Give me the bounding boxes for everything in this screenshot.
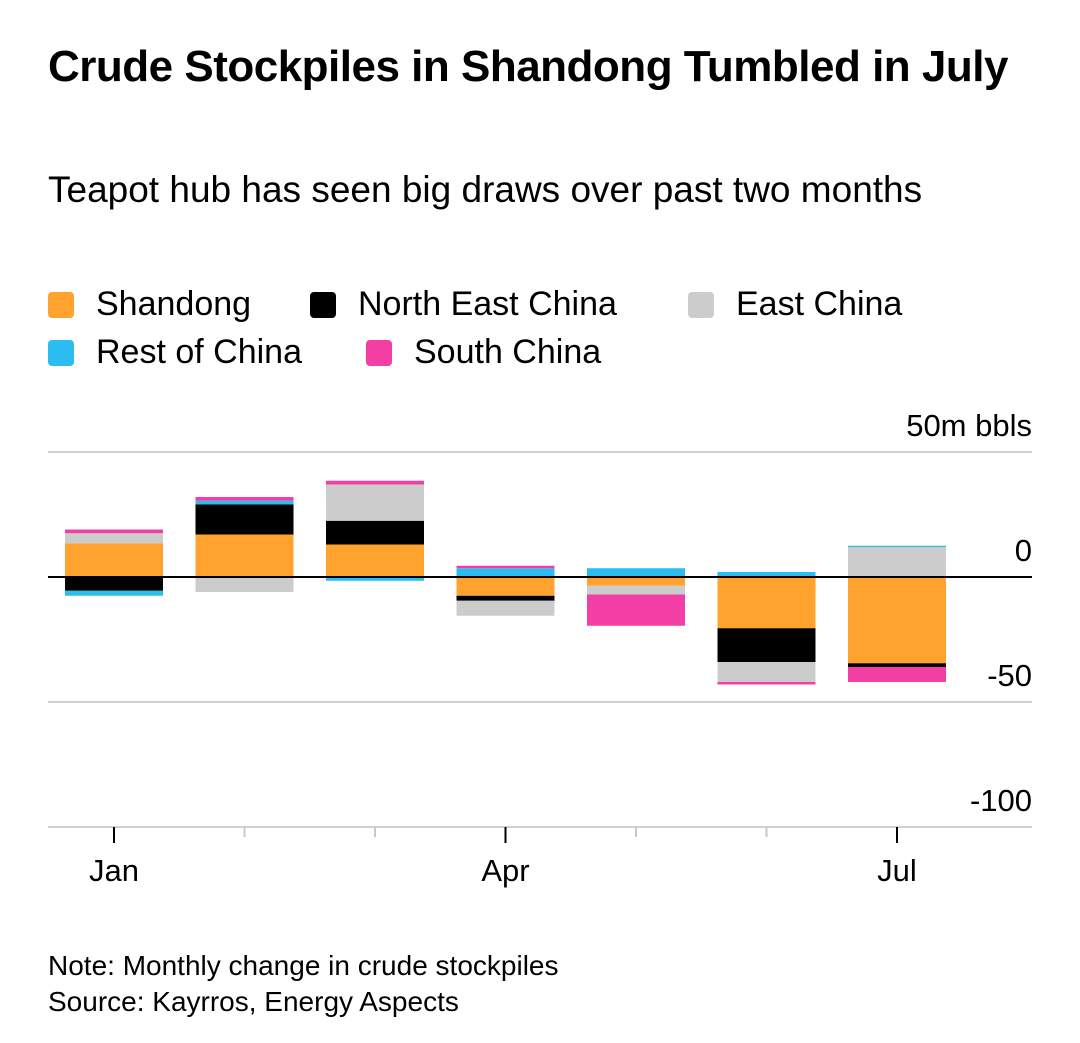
legend-swatch <box>48 291 74 318</box>
source-text: Source: Kayrros, Energy Aspects <box>48 986 459 1017</box>
bar-segment <box>195 500 294 505</box>
bar-segment <box>65 543 163 577</box>
legend-item-north-east-china: North East China <box>310 285 617 324</box>
legend-item-east-china: East China <box>688 285 902 324</box>
bar-segment <box>195 577 294 592</box>
bar-segment <box>65 590 163 596</box>
bar-segment <box>717 682 816 685</box>
bar-segment <box>848 547 946 577</box>
bar-segment <box>326 520 424 545</box>
bar-segment <box>65 577 163 591</box>
bar-segment <box>195 504 294 535</box>
bar-segment <box>848 663 946 667</box>
bar-segment <box>456 565 555 569</box>
legend-swatch <box>688 291 714 318</box>
legend-label: South China <box>414 333 602 371</box>
bar-segment <box>456 595 555 601</box>
legend-item-south-china: South China <box>366 333 601 372</box>
bar-segment <box>326 544 424 577</box>
x-tick-label: Apr <box>481 853 529 888</box>
note-text: Note: Monthly change in crude stockpiles <box>48 950 559 981</box>
bar-segment <box>848 577 946 664</box>
legend-label: East China <box>736 285 903 323</box>
bar-segment <box>456 568 555 577</box>
legend-label: North East China <box>358 285 617 323</box>
legend-item-shandong: Shandong <box>48 285 251 324</box>
bar-segment <box>326 577 424 581</box>
x-tick-label: Jan <box>89 853 139 888</box>
bar-segment <box>717 572 816 577</box>
y-tick-label: 0 <box>1015 533 1032 568</box>
bar-segment <box>195 497 294 501</box>
bar-segment <box>326 480 424 485</box>
bar-segment <box>848 667 946 682</box>
legend-label: Shandong <box>96 285 252 323</box>
bar-segment <box>456 600 555 616</box>
bar-segment <box>587 594 685 626</box>
y-tick-label: -50 <box>987 658 1032 693</box>
bar-segment <box>587 568 685 577</box>
legend-label: Rest of China <box>96 333 302 371</box>
bar-segment <box>717 662 816 682</box>
bar-segment <box>717 577 816 629</box>
x-tick-label: Jul <box>877 853 917 888</box>
bar-segment <box>456 577 555 596</box>
bar-segment <box>587 577 685 586</box>
legend-item-rest-of-china: Rest of China <box>48 333 302 372</box>
bar-segment <box>65 529 163 534</box>
chart-title: Crude Stockpiles in Shandong Tumbled in … <box>48 42 1008 91</box>
bar-segment <box>195 534 294 577</box>
chart-subtitle: Teapot hub has seen big draws over past … <box>48 169 923 210</box>
legend-swatch <box>310 291 336 318</box>
bar-segment <box>848 545 946 547</box>
bar-segment <box>326 484 424 521</box>
y-tick-label: -100 <box>970 783 1032 818</box>
bar-segment <box>65 533 163 544</box>
footnote: Note: Monthly change in crude stockpiles… <box>48 948 559 1020</box>
y-tick-label: 50m bbls <box>906 408 1032 443</box>
bar-segment <box>717 628 816 662</box>
legend-swatch <box>366 339 392 366</box>
legend-swatch <box>48 339 74 366</box>
bar-segment <box>587 585 685 595</box>
